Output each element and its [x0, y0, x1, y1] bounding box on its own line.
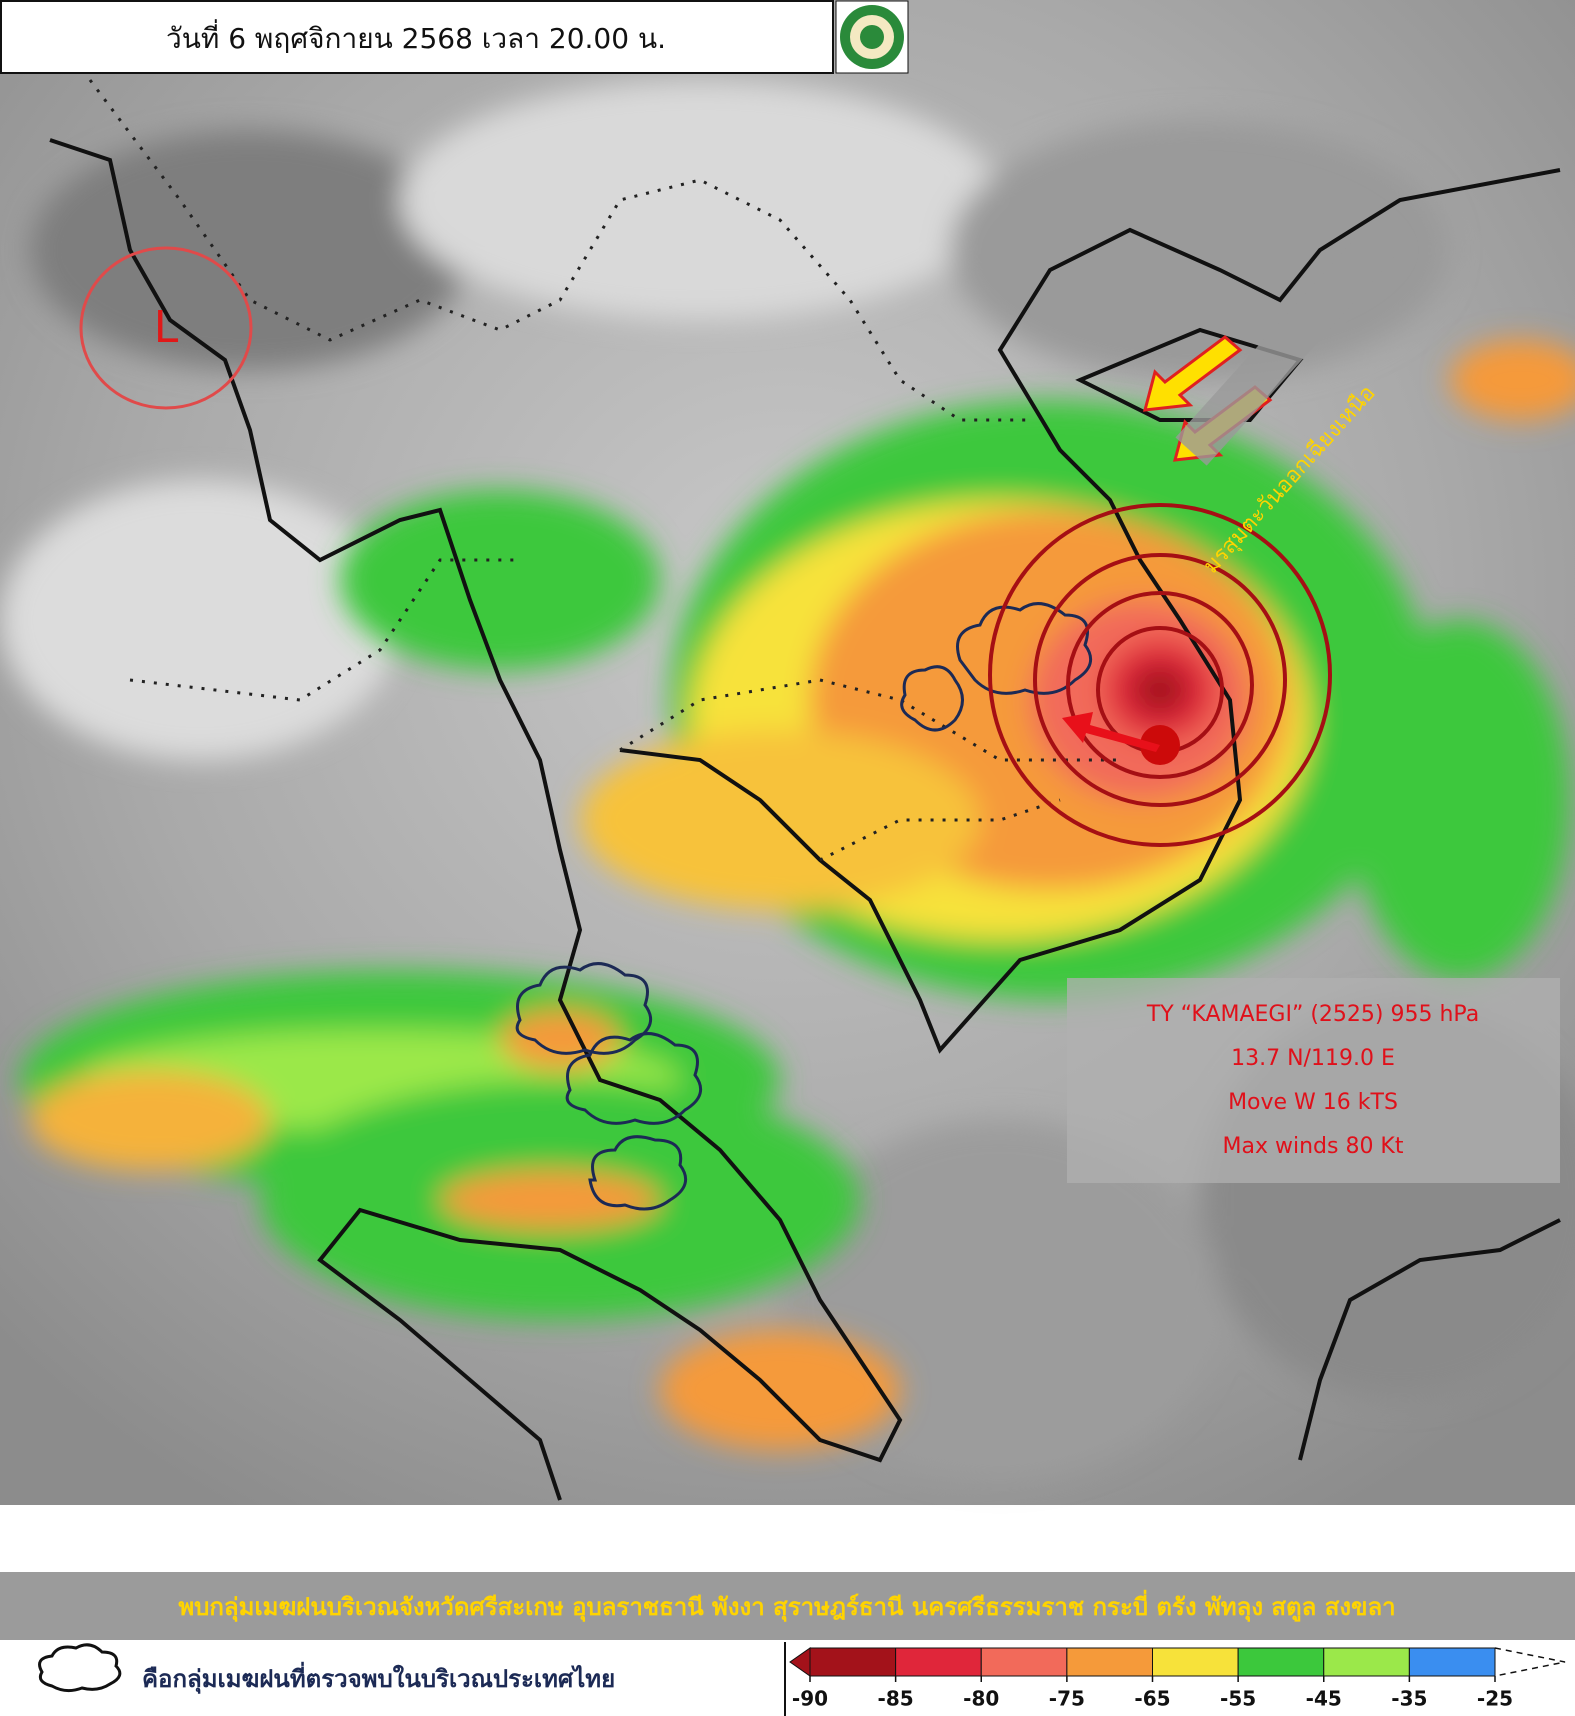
storm-info-line: Move W 16 kTS	[1228, 1090, 1398, 1115]
colorbar-segment	[1237, 1647, 1325, 1677]
colorbar-segment	[1408, 1647, 1496, 1677]
logo	[835, 0, 909, 74]
colorbar-end	[1494, 1647, 1566, 1677]
colorbar-tick-label: -35	[1391, 1687, 1427, 1711]
low-circle	[79, 246, 253, 410]
colorbar-tick-label: -65	[1134, 1687, 1170, 1711]
coastlines	[49, 138, 1561, 1501]
colorbar-segment	[1323, 1647, 1410, 1677]
colorbar-segment	[1152, 1647, 1239, 1677]
colorbar-segment	[1066, 1647, 1153, 1677]
storm-info: TY “KAMAEGI” (2525) 955 hPa 13.7 N/119.0 …	[1146, 1002, 1479, 1159]
colorbar: -90 -85 -80 -75 -65 -55 -45 -35 -25	[789, 1647, 1566, 1711]
storm-info-box	[1067, 978, 1560, 1183]
rain-cloud-outlines	[515, 602, 1093, 1211]
storm-info-line: 13.7 N/119.0 E	[1231, 1046, 1395, 1071]
borders	[88, 79, 1120, 862]
colorbar-tick-label: -55	[1220, 1687, 1256, 1711]
storm-info-line: TY “KAMAEGI” (2525) 955 hPa	[1146, 1002, 1479, 1027]
header-box	[0, 0, 834, 74]
typhoon-rings	[988, 503, 1332, 847]
monsoon-label-bg	[1175, 229, 1395, 466]
banner-bg	[0, 1572, 1575, 1640]
colorbar-tick-label: -75	[1049, 1687, 1085, 1711]
banner: พบกลุ่มเมฆฝนบริเวณจังหวัดศรีสะเกษ อุบลรา…	[178, 1589, 1395, 1623]
legend-note: คือกลุ่มเมฆฝนที่ตรวจพบในบริเวณประเทศไทย	[142, 1661, 615, 1695]
legend-cloud-icon	[38, 1643, 122, 1693]
colorbar-tick-label: -85	[878, 1687, 914, 1711]
colorbar-tick-label: -25	[1477, 1687, 1513, 1711]
colorbar-segment	[895, 1647, 982, 1677]
storm-info-line: Max winds 80 Kt	[1223, 1134, 1404, 1159]
colorbar-segment	[809, 1647, 897, 1677]
low-label: L	[154, 302, 179, 353]
colorbar-tick-label: -90	[792, 1687, 828, 1711]
movement-arrow	[1062, 712, 1160, 752]
colorbar-tick-label: -80	[963, 1687, 999, 1711]
header-title: วันที่ 6 พฤศจิกายน 2568 เวลา 20.00 น.	[166, 19, 666, 55]
colorbar-segment	[980, 1647, 1068, 1677]
colorbar-tick-label: -45	[1306, 1687, 1342, 1711]
